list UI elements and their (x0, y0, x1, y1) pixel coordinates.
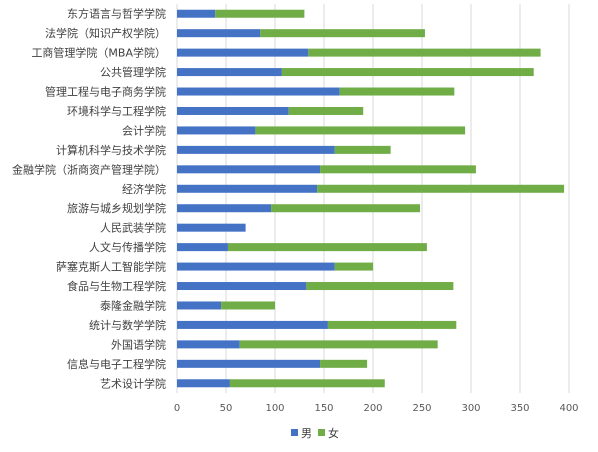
x-tick-label: 150 (314, 403, 333, 414)
bar-segment-male (177, 126, 256, 135)
legend-label: 女 (328, 426, 339, 440)
x-tick-label: 200 (363, 403, 382, 414)
bar-segment-male (177, 204, 272, 213)
category-label: 环境科学与工程学院 (67, 104, 166, 118)
bar-segment-female (260, 29, 425, 38)
bar-segment-male (177, 379, 230, 388)
category-label: 法学院（知识产权学院） (45, 26, 166, 40)
bar-segment-male (177, 145, 335, 154)
bar-segment-male (177, 68, 282, 77)
category-label: 人民武装学院 (100, 221, 166, 235)
x-tick-label: 50 (220, 403, 233, 414)
bar-segment-male (177, 184, 318, 193)
bar-segment-male (177, 106, 289, 115)
category-label: 管理工程与电子商务学院 (45, 85, 166, 99)
bar-segment-female (288, 106, 364, 115)
category-label: 食品与生物工程学院 (67, 279, 166, 293)
category-label: 萨塞克斯人工智能学院 (56, 260, 166, 274)
x-tick-label: 400 (559, 403, 578, 414)
bar-segment-female (339, 87, 455, 96)
legend-label: 男 (301, 427, 312, 440)
category-label: 东方语言与哲学学院 (67, 7, 166, 21)
legend-swatch (318, 429, 325, 436)
category-label: 会计学院 (122, 123, 166, 137)
bar-segment-male (177, 87, 340, 96)
category-label: 旅游与城乡规划学院 (67, 201, 166, 215)
bar-segment-male (177, 320, 328, 329)
bar-segment-female (320, 165, 476, 174)
category-label: 公共管理学院 (100, 65, 166, 79)
bar-segment-female (271, 204, 421, 213)
legend: 男女 (291, 426, 339, 440)
bar-segment-female (308, 48, 541, 57)
category-label: 人文与传播学院 (89, 240, 166, 254)
x-tick-labels: 0 50 100 150 200 250 300 350 400 (174, 403, 579, 414)
category-label: 工商管理学院（MBA学院） (31, 46, 166, 60)
bar-segment-male (177, 301, 222, 310)
bar-segment-female (306, 282, 454, 291)
gridlines (176, 4, 570, 393)
bar-segment-male (177, 282, 307, 291)
bar-segment-male (177, 165, 321, 174)
bar-segment-female (227, 243, 427, 252)
x-tick-label: 0 (174, 403, 180, 414)
x-tick-label: 350 (510, 403, 529, 414)
bar-segment-female (327, 320, 457, 329)
bar-segment-male (177, 340, 240, 349)
legend-swatch (291, 429, 298, 436)
bar-segment-female (221, 301, 275, 310)
category-label: 艺术设计学院 (100, 376, 166, 390)
bars (177, 9, 565, 388)
category-label: 统计与数学学院 (89, 318, 166, 332)
category-label: 信息与电子工程学院 (67, 357, 166, 371)
category-label: 泰隆金融学院 (100, 298, 166, 312)
x-tick-label: 100 (265, 403, 284, 414)
bar-segment-female (320, 359, 368, 368)
category-label: 金融学院（浙商资产管理学院） (12, 162, 166, 176)
category-label: 经济学院 (122, 182, 166, 196)
bar-segment-female (215, 9, 305, 18)
bar-segment-female (281, 68, 534, 77)
bar-segment-female (334, 145, 391, 154)
bar-segment-male (177, 48, 309, 57)
bar-segment-female (317, 184, 565, 193)
bar-segment-female (255, 126, 466, 135)
bar-segment-female (229, 379, 385, 388)
x-tick-label: 250 (412, 403, 431, 414)
bar-segment-female (239, 340, 438, 349)
x-tick-label: 300 (461, 403, 480, 414)
bar-segment-male (177, 223, 246, 232)
bar-segment-female (334, 262, 373, 271)
bar-segment-male (177, 262, 335, 271)
category-label: 外国语学院 (111, 337, 166, 351)
category-label: 计算机科学与技术学院 (56, 143, 166, 157)
bar-segment-male (177, 29, 261, 38)
bar-segment-male (177, 9, 216, 18)
bar-segment-male (177, 243, 228, 252)
bar-segment-male (177, 359, 321, 368)
